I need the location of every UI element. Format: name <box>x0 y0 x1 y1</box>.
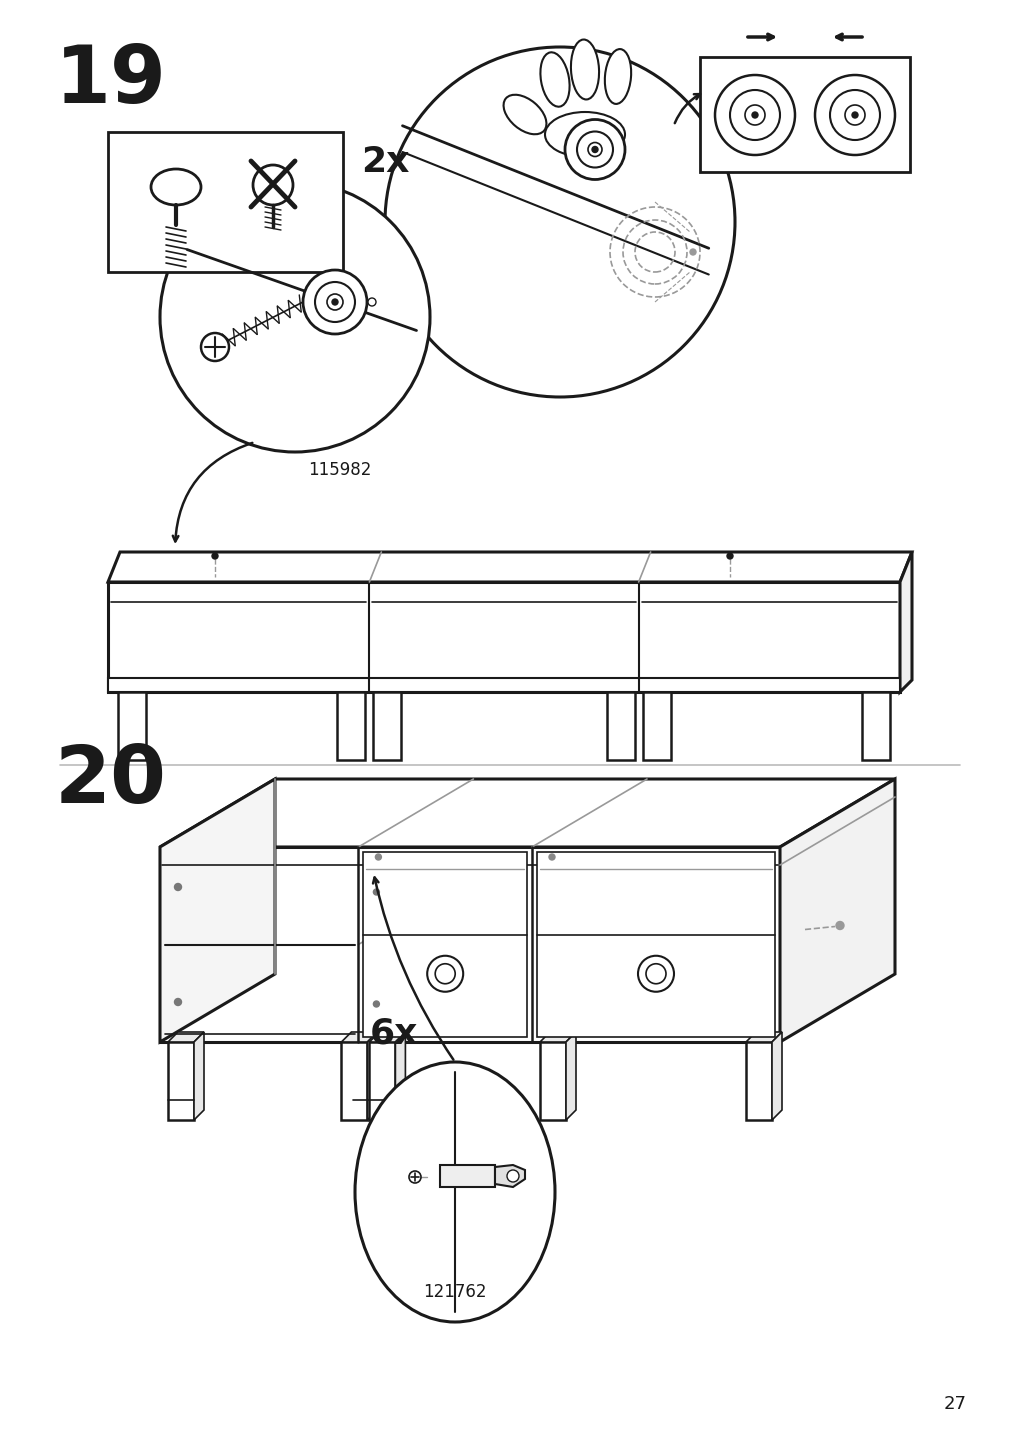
Bar <box>369 1042 395 1120</box>
Circle shape <box>160 182 430 453</box>
Bar <box>341 1042 367 1120</box>
Polygon shape <box>341 1032 377 1042</box>
Bar <box>540 1042 565 1120</box>
Bar <box>745 1042 771 1120</box>
Text: 6x: 6x <box>370 1017 418 1051</box>
Circle shape <box>835 922 843 929</box>
Polygon shape <box>565 1032 575 1120</box>
Circle shape <box>637 955 673 992</box>
Text: 19: 19 <box>55 42 167 120</box>
Circle shape <box>587 143 602 156</box>
Bar <box>118 692 146 760</box>
Text: 121762: 121762 <box>423 1283 486 1302</box>
Circle shape <box>851 112 857 117</box>
Polygon shape <box>108 551 911 581</box>
Circle shape <box>744 105 764 125</box>
Polygon shape <box>367 1032 377 1120</box>
Bar <box>363 852 527 1037</box>
Circle shape <box>384 47 734 397</box>
Circle shape <box>829 90 880 140</box>
Text: 115982: 115982 <box>308 461 371 478</box>
Circle shape <box>576 132 613 168</box>
Polygon shape <box>160 779 894 846</box>
Bar <box>700 57 909 172</box>
Polygon shape <box>194 1032 204 1120</box>
Circle shape <box>408 1171 421 1183</box>
Circle shape <box>844 105 864 125</box>
Bar <box>373 692 401 760</box>
Circle shape <box>174 998 181 1005</box>
Polygon shape <box>779 779 894 1042</box>
Polygon shape <box>395 1032 405 1120</box>
Bar <box>337 692 365 760</box>
Circle shape <box>373 889 379 895</box>
Circle shape <box>715 74 795 155</box>
Circle shape <box>729 90 779 140</box>
Ellipse shape <box>545 112 625 158</box>
Bar <box>108 677 899 692</box>
Polygon shape <box>168 1032 204 1042</box>
Circle shape <box>327 294 343 309</box>
Circle shape <box>375 853 381 861</box>
Circle shape <box>564 119 625 179</box>
Text: 27: 27 <box>942 1395 966 1413</box>
Circle shape <box>690 249 696 255</box>
Polygon shape <box>369 1032 405 1042</box>
Bar <box>108 581 899 692</box>
Circle shape <box>368 298 376 306</box>
Circle shape <box>211 553 217 558</box>
Circle shape <box>548 853 554 861</box>
Polygon shape <box>494 1166 525 1187</box>
Bar <box>861 692 889 760</box>
Bar <box>168 1042 194 1120</box>
Polygon shape <box>160 779 275 1042</box>
Polygon shape <box>771 1032 782 1120</box>
Ellipse shape <box>355 1063 554 1322</box>
Circle shape <box>174 884 181 891</box>
Circle shape <box>314 282 355 322</box>
Bar <box>537 852 774 1037</box>
Polygon shape <box>899 551 911 692</box>
Circle shape <box>427 955 463 992</box>
Circle shape <box>201 334 228 361</box>
Circle shape <box>332 299 338 305</box>
Ellipse shape <box>540 53 569 107</box>
Circle shape <box>751 112 757 117</box>
Bar <box>606 692 634 760</box>
Circle shape <box>645 964 665 984</box>
Circle shape <box>435 964 455 984</box>
Circle shape <box>814 74 894 155</box>
Polygon shape <box>540 1032 575 1042</box>
Ellipse shape <box>605 49 631 105</box>
Bar <box>160 846 779 1042</box>
Circle shape <box>726 553 732 558</box>
Circle shape <box>302 271 367 334</box>
Ellipse shape <box>503 95 546 135</box>
Polygon shape <box>745 1032 782 1042</box>
Bar <box>642 692 670 760</box>
Text: 20: 20 <box>55 742 167 821</box>
Text: 2x: 2x <box>361 145 409 179</box>
Ellipse shape <box>151 169 201 205</box>
Circle shape <box>373 1001 379 1007</box>
Ellipse shape <box>570 40 599 99</box>
Circle shape <box>507 1170 519 1181</box>
Circle shape <box>591 146 598 152</box>
Circle shape <box>253 165 293 205</box>
Bar <box>440 1166 494 1187</box>
Bar <box>108 132 343 272</box>
